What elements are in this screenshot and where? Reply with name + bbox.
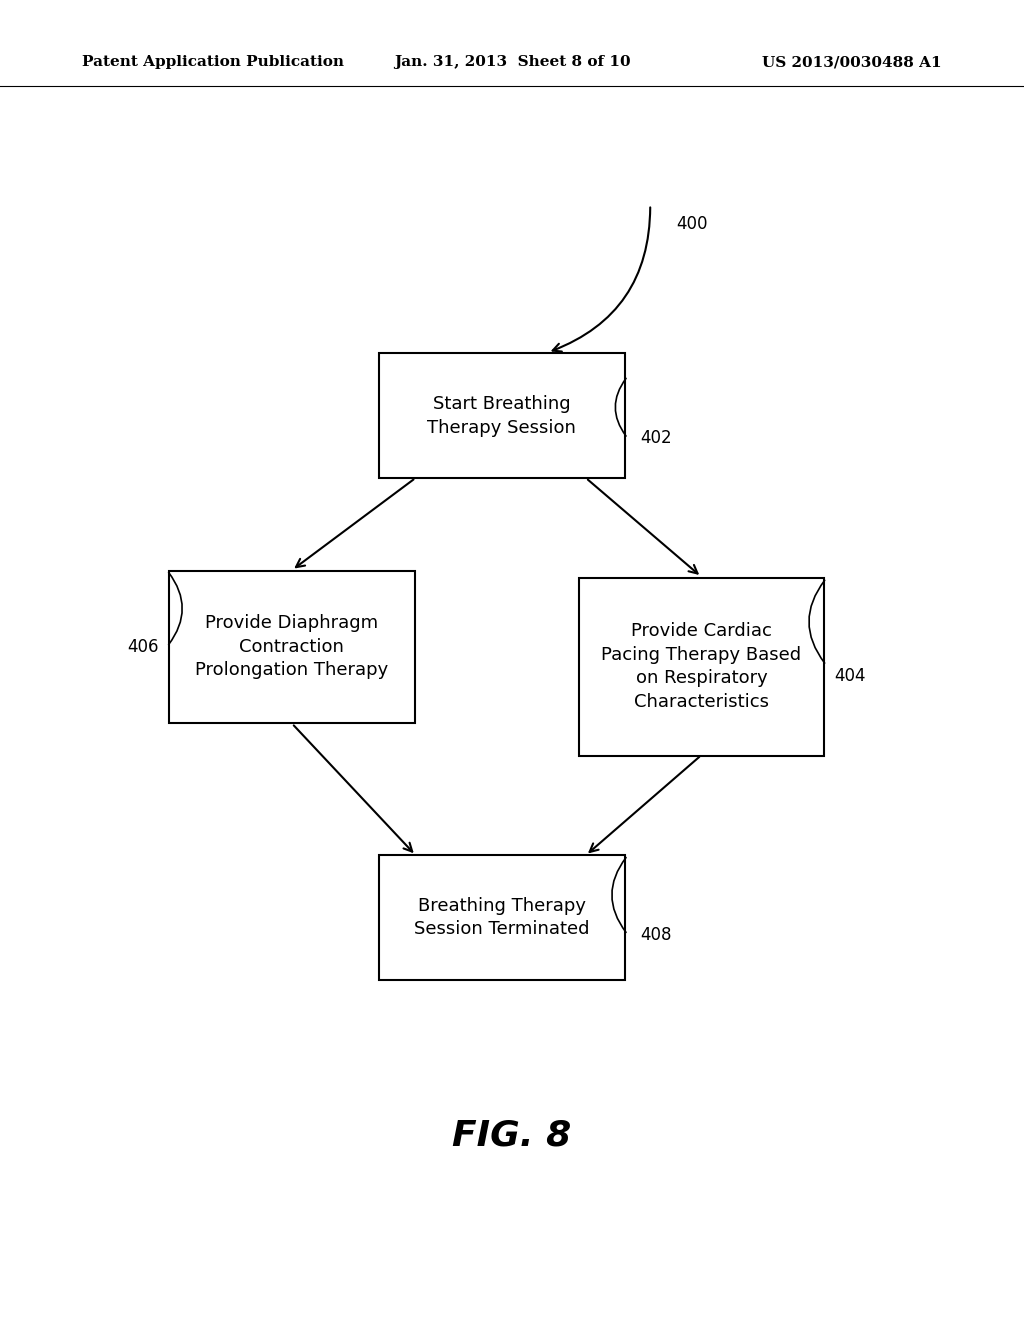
Text: Jan. 31, 2013  Sheet 8 of 10: Jan. 31, 2013 Sheet 8 of 10 (393, 55, 631, 70)
Bar (379, 352, 625, 478)
Bar (169, 570, 415, 722)
Text: US 2013/0030488 A1: US 2013/0030488 A1 (763, 55, 942, 70)
Text: 406: 406 (127, 638, 159, 656)
Bar (379, 855, 625, 979)
Text: FIG. 8: FIG. 8 (453, 1118, 571, 1152)
Text: Start Breathing
Therapy Session: Start Breathing Therapy Session (427, 395, 577, 437)
Text: Provide Cardiac
Pacing Therapy Based
on Respiratory
Characteristics: Provide Cardiac Pacing Therapy Based on … (601, 622, 802, 711)
Text: Breathing Therapy
Session Terminated: Breathing Therapy Session Terminated (414, 896, 590, 939)
Text: Patent Application Publication: Patent Application Publication (82, 55, 344, 70)
Text: 404: 404 (835, 667, 866, 685)
Text: 408: 408 (640, 925, 672, 944)
Text: Provide Diaphragm
Contraction
Prolongation Therapy: Provide Diaphragm Contraction Prolongati… (196, 614, 388, 680)
Text: 400: 400 (676, 215, 708, 234)
Bar (579, 578, 824, 755)
Text: 402: 402 (640, 429, 672, 447)
